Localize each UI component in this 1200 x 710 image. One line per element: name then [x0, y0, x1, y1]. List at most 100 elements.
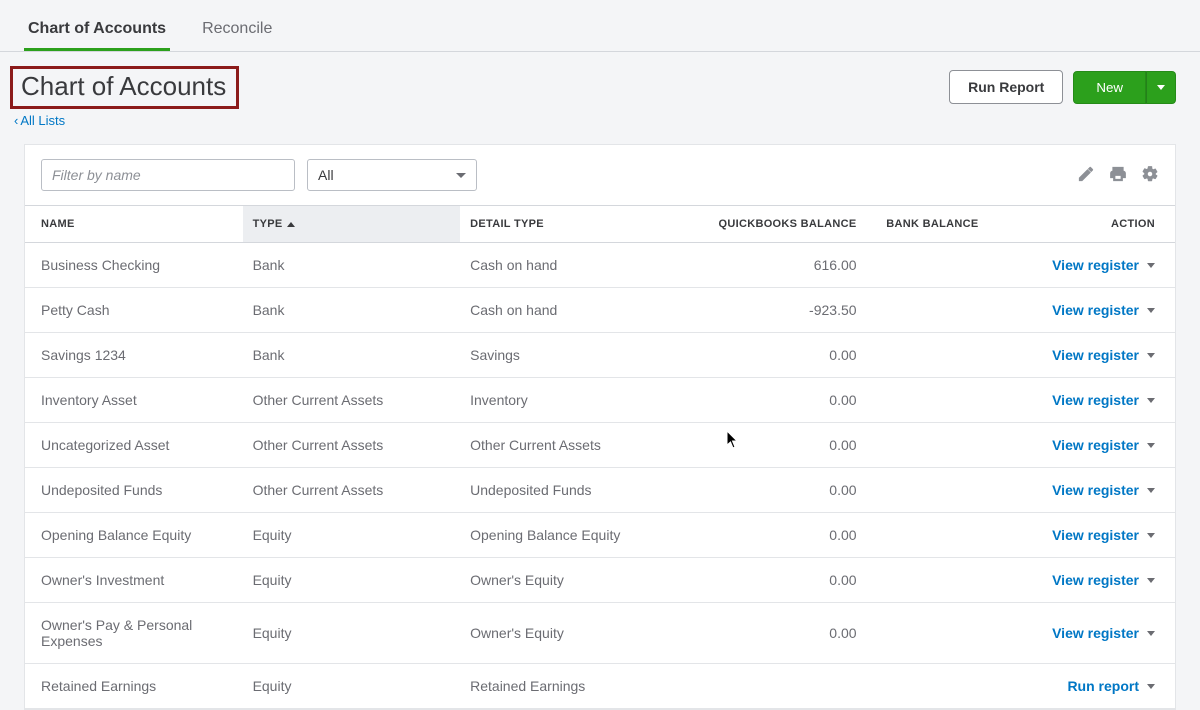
cell-name: Savings 1234	[25, 333, 243, 378]
cell-action: View register	[988, 243, 1175, 288]
action-link-label: Run report	[1067, 678, 1139, 694]
tab-chart-of-accounts[interactable]: Chart of Accounts	[24, 12, 170, 51]
table-row: Business CheckingBankCash on hand616.00V…	[25, 243, 1175, 288]
caret-down-icon[interactable]	[1147, 488, 1155, 493]
cell-qb-balance: 0.00	[667, 603, 874, 664]
cell-bank-balance	[875, 603, 989, 664]
caret-down-icon[interactable]	[1147, 353, 1155, 358]
cell-type: Other Current Assets	[243, 468, 461, 513]
cell-name: Uncategorized Asset	[25, 423, 243, 468]
table-row: Opening Balance EquityEquityOpening Bala…	[25, 513, 1175, 558]
cell-bank-balance	[875, 243, 989, 288]
view-register-link[interactable]: View register	[1052, 572, 1155, 588]
cell-detail-type: Opening Balance Equity	[460, 513, 667, 558]
col-header-type-label: TYPE	[253, 218, 283, 230]
cell-qb-balance: 0.00	[667, 513, 874, 558]
edit-icon[interactable]	[1077, 165, 1095, 186]
caret-down-icon	[456, 173, 466, 178]
gear-icon[interactable]	[1141, 165, 1159, 186]
cell-name: Petty Cash	[25, 288, 243, 333]
cell-detail-type: Cash on hand	[460, 243, 667, 288]
table-row: Uncategorized AssetOther Current AssetsO…	[25, 423, 1175, 468]
cell-type: Bank	[243, 243, 461, 288]
type-filter-value: All	[318, 167, 334, 183]
cell-name: Owner's Pay & Personal Expenses	[25, 603, 243, 664]
type-filter-select[interactable]: All	[307, 159, 477, 191]
view-register-link[interactable]: View register	[1052, 527, 1155, 543]
cell-action: View register	[988, 513, 1175, 558]
cell-detail-type: Retained Earnings	[460, 664, 667, 709]
table-row: Owner's InvestmentEquityOwner's Equity0.…	[25, 558, 1175, 603]
caret-down-icon[interactable]	[1147, 578, 1155, 583]
caret-down-icon[interactable]	[1147, 533, 1155, 538]
col-header-bank-balance[interactable]: BANK BALANCE	[875, 206, 989, 243]
cell-action: View register	[988, 558, 1175, 603]
print-icon[interactable]	[1109, 165, 1127, 186]
cell-name: Retained Earnings	[25, 664, 243, 709]
action-link-label: View register	[1052, 437, 1139, 453]
filter-by-name-input[interactable]	[41, 159, 295, 191]
action-link-label: View register	[1052, 392, 1139, 408]
table-row: Savings 1234BankSavings0.00View register	[25, 333, 1175, 378]
cell-type: Equity	[243, 664, 461, 709]
run-report-button[interactable]: Run Report	[949, 70, 1063, 104]
action-link-label: View register	[1052, 302, 1139, 318]
view-register-link[interactable]: View register	[1052, 437, 1155, 453]
cell-action: View register	[988, 288, 1175, 333]
cell-qb-balance	[667, 664, 874, 709]
view-register-link[interactable]: View register	[1052, 392, 1155, 408]
col-header-name[interactable]: NAME	[25, 206, 243, 243]
caret-down-icon[interactable]	[1147, 308, 1155, 313]
col-header-action[interactable]: ACTION	[988, 206, 1175, 243]
cell-type: Equity	[243, 603, 461, 664]
col-header-detail[interactable]: DETAIL TYPE	[460, 206, 667, 243]
caret-down-icon[interactable]	[1147, 684, 1155, 689]
cell-bank-balance	[875, 513, 989, 558]
cell-bank-balance	[875, 378, 989, 423]
cell-type: Other Current Assets	[243, 378, 461, 423]
cell-qb-balance: 0.00	[667, 468, 874, 513]
cell-name: Inventory Asset	[25, 378, 243, 423]
cell-qb-balance: 0.00	[667, 423, 874, 468]
new-button[interactable]: New	[1073, 71, 1146, 104]
cell-bank-balance	[875, 558, 989, 603]
view-register-link[interactable]: View register	[1052, 257, 1155, 273]
action-link-label: View register	[1052, 482, 1139, 498]
cell-detail-type: Undeposited Funds	[460, 468, 667, 513]
caret-down-icon	[1157, 85, 1165, 90]
cell-qb-balance: 616.00	[667, 243, 874, 288]
col-header-type[interactable]: TYPE	[243, 206, 461, 243]
cell-qb-balance: 0.00	[667, 558, 874, 603]
back-to-all-lists-link[interactable]: ‹All Lists	[14, 113, 239, 128]
table-header-row: NAME TYPE DETAIL TYPE QUICKBOOKS BALANCE…	[25, 206, 1175, 243]
new-button-dropdown[interactable]	[1146, 71, 1176, 104]
tab-reconcile[interactable]: Reconcile	[198, 12, 276, 51]
cell-qb-balance: 0.00	[667, 333, 874, 378]
cell-detail-type: Savings	[460, 333, 667, 378]
table-row: Owner's Pay & Personal ExpensesEquityOwn…	[25, 603, 1175, 664]
view-register-link[interactable]: View register	[1052, 302, 1155, 318]
view-register-link[interactable]: View register	[1052, 347, 1155, 363]
cell-detail-type: Owner's Equity	[460, 603, 667, 664]
action-link-label: View register	[1052, 527, 1139, 543]
caret-down-icon[interactable]	[1147, 443, 1155, 448]
cell-detail-type: Inventory	[460, 378, 667, 423]
cell-action: View register	[988, 468, 1175, 513]
accounts-table: NAME TYPE DETAIL TYPE QUICKBOOKS BALANCE…	[25, 205, 1175, 709]
cell-detail-type: Other Current Assets	[460, 423, 667, 468]
col-header-qb-balance[interactable]: QUICKBOOKS BALANCE	[667, 206, 874, 243]
cell-qb-balance: -923.50	[667, 288, 874, 333]
run-report-link[interactable]: Run report	[1067, 678, 1155, 694]
caret-down-icon[interactable]	[1147, 631, 1155, 636]
cell-qb-balance: 0.00	[667, 378, 874, 423]
sort-asc-icon	[287, 222, 295, 227]
caret-down-icon[interactable]	[1147, 263, 1155, 268]
action-link-label: View register	[1052, 257, 1139, 273]
new-button-group: New	[1073, 71, 1176, 104]
cell-name: Undeposited Funds	[25, 468, 243, 513]
table-row: Petty CashBankCash on hand-923.50View re…	[25, 288, 1175, 333]
cell-action: View register	[988, 603, 1175, 664]
view-register-link[interactable]: View register	[1052, 482, 1155, 498]
caret-down-icon[interactable]	[1147, 398, 1155, 403]
view-register-link[interactable]: View register	[1052, 625, 1155, 641]
